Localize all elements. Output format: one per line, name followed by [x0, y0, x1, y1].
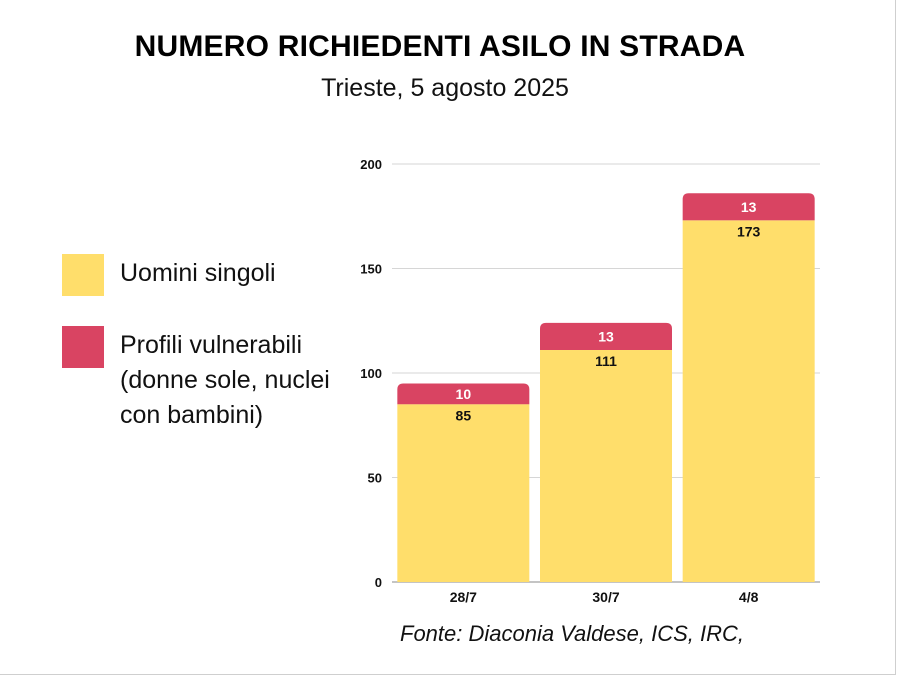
chart-title: NUMERO RICHIEDENTI ASILO IN STRADA: [134, 30, 746, 63]
bar-vulnerabili: [397, 383, 530, 405]
y-tick-label: 150: [360, 262, 382, 277]
data-label-uomini: 173: [737, 223, 761, 239]
legend-swatch-vulnerabili: [62, 326, 104, 368]
data-label-vulnerabili: 13: [598, 328, 614, 344]
y-tick-label: 200: [360, 157, 382, 172]
y-tick-label: 100: [360, 366, 382, 381]
x-category-label: 28/7: [450, 589, 477, 605]
bar-uomini: [682, 220, 815, 582]
data-label-uomini: 85: [456, 407, 472, 423]
chart-subtitle: Trieste, 5 agosto 2025: [321, 74, 569, 102]
y-tick-label: 50: [368, 471, 382, 486]
y-tick-label: 0: [375, 575, 382, 590]
legend-label-uomini: Uomini singoli: [120, 259, 276, 287]
bar-vulnerabili: [540, 322, 672, 351]
x-category-label: 30/7: [592, 589, 619, 605]
data-label-vulnerabili: 13: [741, 199, 757, 215]
source-note: Fonte: Diaconia Valdese, ICS, IRC,: [400, 621, 745, 646]
bar-uomini: [540, 350, 672, 582]
legend-label-vulnerabili: Profili vulnerabili (donne sole, nuclei …: [120, 331, 330, 429]
bar-uomini: [397, 404, 530, 582]
bar-vulnerabili: [682, 193, 815, 221]
data-label-uomini: 111: [595, 353, 617, 369]
x-category-label: 4/8: [739, 589, 759, 605]
legend-swatch-uomini: [62, 254, 104, 296]
data-label-vulnerabili: 10: [456, 386, 472, 402]
